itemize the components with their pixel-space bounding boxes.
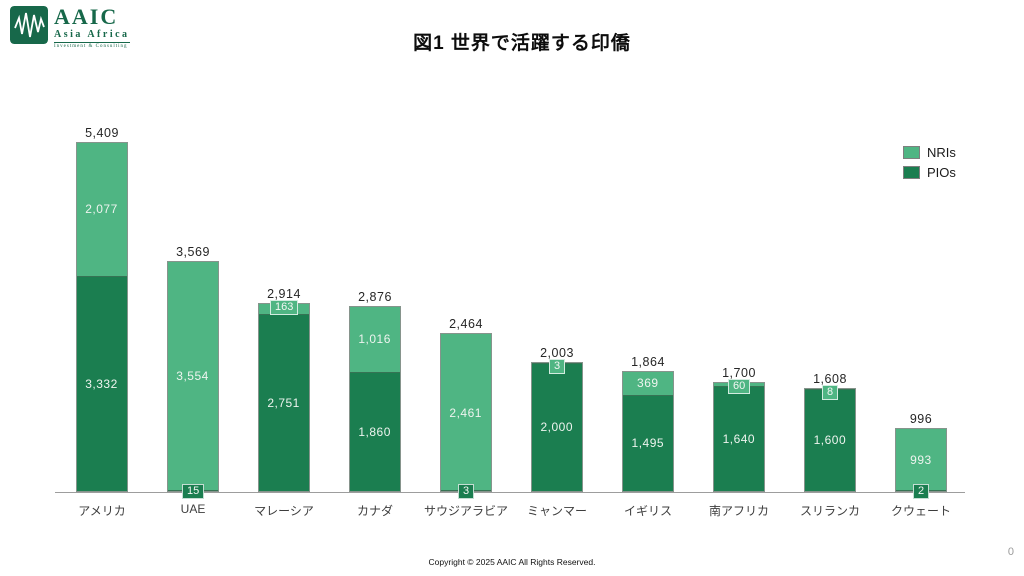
bar-segment-pios — [76, 277, 127, 491]
bar-segment-pios — [349, 372, 400, 491]
segment-label: 1,640 — [722, 432, 756, 446]
x-axis-label-1: UAE — [180, 502, 206, 516]
callout-label: 3 — [549, 359, 566, 374]
copyright-text: Copyright © 2025 AAIC All Rights Reserve… — [428, 557, 596, 567]
bar-segment-pios — [622, 395, 673, 491]
x-axis-label-4: サウジアラビア — [423, 504, 508, 518]
legend-item-nris: NRIs — [903, 145, 956, 160]
x-axis-label-0: アメリカ — [78, 504, 126, 518]
logo-subtitle: Asia Africa — [54, 29, 130, 40]
callout-label: 60 — [728, 379, 751, 394]
bar-segment-pios — [713, 386, 764, 491]
total-label: 2,464 — [449, 317, 483, 331]
callout-label: 3 — [458, 484, 475, 499]
bar-segment-pios — [531, 364, 582, 491]
segment-label: 2,000 — [540, 420, 574, 434]
segment-label: 2,461 — [449, 406, 482, 420]
x-axis-label-6: イギリス — [623, 504, 672, 518]
total-label: 1,608 — [813, 372, 847, 386]
segment-label: 993 — [910, 453, 932, 467]
segment-label: 3,554 — [176, 369, 209, 383]
bar-segment-nris — [622, 372, 673, 396]
bar-8 — [803, 388, 856, 492]
x-axis-label-7: 南アフリカ — [708, 504, 769, 518]
legend-label-nris: NRIs — [927, 145, 956, 160]
chart-title: 図1 世界で活躍する印僑 — [413, 33, 631, 54]
aaic-logo: AAIC Asia Africa Investment & Consulting — [10, 6, 130, 49]
chart-legend: NRIs PIOs — [903, 145, 956, 180]
bar-segment-nris — [895, 429, 946, 491]
x-axis-label-9: クウェート — [890, 504, 951, 518]
total-label: 2,914 — [267, 287, 301, 301]
segment-label: 1,016 — [358, 332, 391, 346]
x-axis-label-2: マレーシア — [254, 504, 314, 518]
x-axis-label-8: スリランカ — [799, 504, 860, 518]
callout-label: 2 — [913, 484, 930, 499]
segment-label: 3,332 — [85, 377, 118, 391]
callout-label: 15 — [182, 484, 205, 499]
segment-label: 1,495 — [631, 436, 665, 450]
total-label: 2,876 — [358, 290, 392, 304]
segment-label: 1,860 — [358, 425, 391, 439]
logo-name: AAIC — [54, 4, 119, 29]
total-label: 3,569 — [176, 245, 210, 259]
bar-0 — [75, 142, 128, 492]
logo-tagline: Investment & Consulting — [54, 42, 130, 49]
legend-label-pios: PIOs — [927, 165, 956, 180]
bar-6 — [621, 371, 674, 492]
x-axis-label-3: カナダ — [356, 504, 393, 518]
bar-1 — [166, 261, 219, 492]
x-axis-line — [55, 492, 965, 493]
aaic-logo-text: AAIC Asia Africa Investment & Consulting — [54, 6, 130, 49]
bar-4 — [439, 333, 492, 492]
callout-label: 163 — [270, 300, 299, 315]
callout-label: 8 — [822, 385, 839, 400]
total-label: 1,864 — [631, 355, 665, 369]
segment-label: 2,077 — [85, 202, 118, 216]
bar-3 — [348, 306, 401, 492]
bar-segment-nris — [440, 334, 491, 491]
segment-label: 369 — [637, 376, 659, 390]
bar-segment-pios — [804, 390, 855, 491]
bar-segment-pios — [258, 314, 309, 491]
bar-9 — [894, 428, 947, 492]
page-number: 0 — [1007, 546, 1014, 558]
x-axis-label-5: ミャンマー — [526, 504, 587, 518]
bar-5 — [530, 362, 583, 492]
segment-label: 2,751 — [267, 396, 300, 410]
bar-segment-nris — [76, 143, 127, 278]
total-label: 2,003 — [540, 346, 574, 360]
legend-swatch-pios — [903, 166, 920, 179]
legend-item-pios: PIOs — [903, 165, 956, 180]
segment-label: 1,600 — [813, 433, 847, 447]
bar-segment-nris — [167, 262, 218, 491]
total-label: 5,409 — [85, 126, 119, 140]
bar-segment-nris — [349, 307, 400, 373]
legend-swatch-nris — [903, 146, 920, 159]
total-label: 1,700 — [722, 366, 756, 380]
total-label: 996 — [909, 412, 933, 426]
aaic-logo-icon — [10, 6, 48, 44]
